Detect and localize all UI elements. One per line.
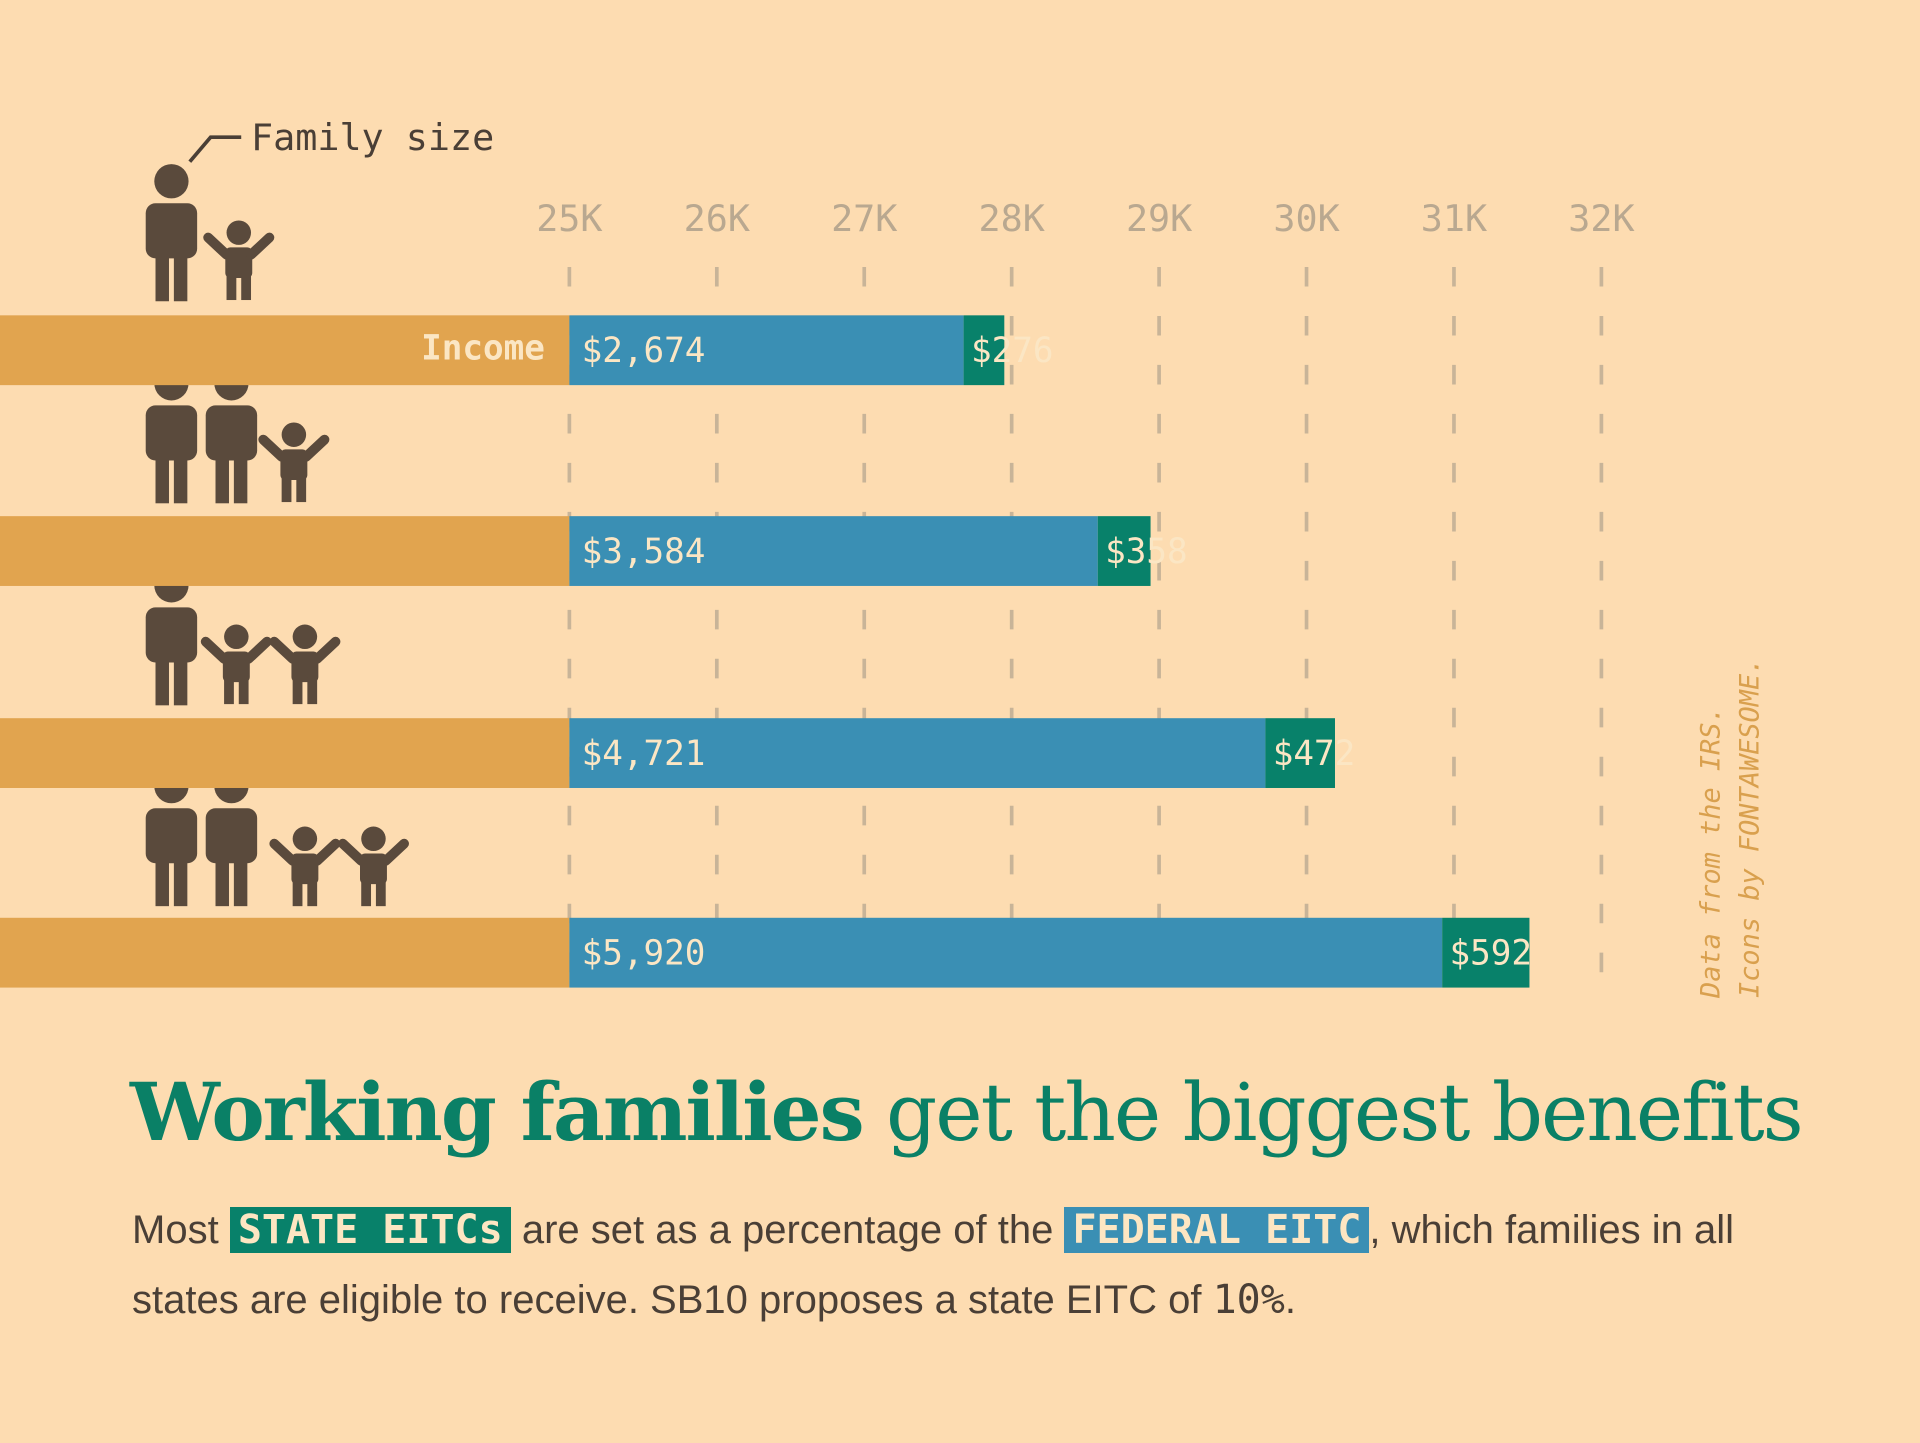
annotation-leader — [188, 135, 242, 163]
x-tick-label: 32K — [1568, 197, 1634, 240]
value-label: $3,584 — [582, 532, 706, 572]
bar-segment — [0, 718, 570, 788]
value-label: $472 — [1273, 734, 1356, 774]
legend-federal: FEDERAL EITC — [1064, 1207, 1370, 1253]
value-label: $5,920 — [582, 934, 706, 974]
x-tick-label: 25K — [536, 197, 602, 240]
value-label: $2,674 — [582, 331, 706, 371]
value-label: $358 — [1105, 532, 1188, 572]
x-tick-label: 26K — [684, 197, 750, 240]
x-tick-label: 30K — [1273, 197, 1339, 240]
bar-segment — [0, 315, 570, 386]
credit: Icons by FONTAWESOME. — [1735, 658, 1766, 998]
value-label: $592 — [1450, 934, 1533, 974]
x-tick-label: 31K — [1421, 197, 1487, 240]
body-text: Most STATE EITCs are set as a percentage… — [132, 1195, 1792, 1335]
bar-segment — [1265, 718, 1335, 788]
bar-segment — [569, 315, 964, 386]
title-bold: Working families — [130, 1065, 865, 1159]
bar-segment — [0, 516, 570, 586]
legend-state: STATE EITCs — [229, 1207, 511, 1253]
annotation: Family size — [251, 116, 494, 159]
bar-segment — [569, 917, 1443, 988]
x-tick-label: 27K — [831, 197, 897, 240]
bar-segment — [569, 516, 1098, 586]
body-part: are set as a percentage of the — [521, 1208, 1054, 1252]
value-label: $276 — [971, 331, 1054, 371]
value-label: $4,721 — [582, 734, 706, 774]
source-notes: Data from the IRS. Icons by FONTAWESOME. — [1695, 658, 1765, 999]
x-tick-label: 28K — [979, 197, 1045, 240]
body-part: , which families in all states are eligi… — [132, 1208, 1734, 1322]
bar-segment — [0, 917, 570, 988]
bar-segment — [1442, 917, 1530, 988]
x-tick-label: 29K — [1126, 197, 1192, 240]
bar-segment — [1097, 516, 1151, 586]
bar-segment — [963, 315, 1005, 386]
chart-title: Working families get the biggest benefit… — [130, 1065, 1804, 1159]
title-rest: get the biggest benefits — [886, 1066, 1804, 1159]
body-part: Most — [132, 1208, 219, 1252]
bar-segment — [569, 718, 1266, 788]
series-label: Income — [421, 329, 545, 369]
source: Data from the IRS. — [1695, 706, 1726, 999]
body-part: . — [1284, 1278, 1296, 1322]
body-part: 10% — [1212, 1277, 1285, 1323]
